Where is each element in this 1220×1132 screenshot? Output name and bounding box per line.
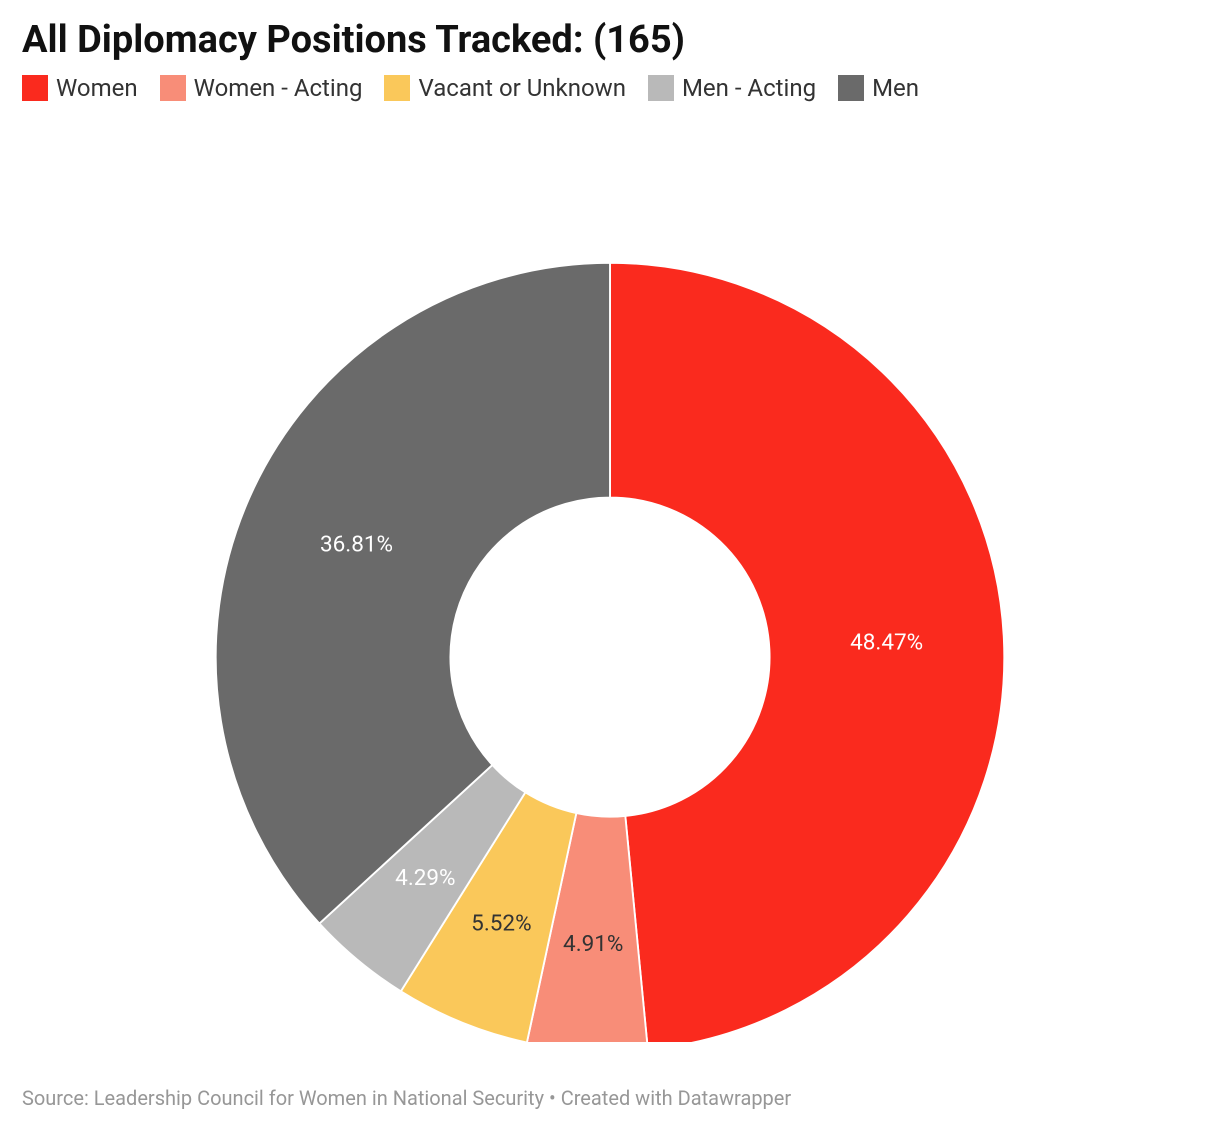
chart-area: 48.47% 4.91% 5.52% 4.29% 36.81% [22,122,1198,1042]
legend-swatch [22,75,48,101]
legend-item: Men - Acting [648,74,816,102]
legend: Women Women - Acting Vacant or Unknown Men … [22,74,1198,102]
slice-label: 48.47% [850,628,923,655]
donut-slice [610,262,1004,1041]
source-line: Source: Leadership Council for Women in … [22,1086,791,1110]
legend-label: Men - Acting [682,74,816,102]
slice-label: 4.29% [395,864,455,891]
legend-swatch [160,75,186,101]
legend-swatch [384,75,410,101]
legend-label: Vacant or Unknown [418,74,625,102]
legend-label: Men [872,74,919,102]
legend-item: Vacant or Unknown [384,74,625,102]
donut-chart: 48.47% 4.91% 5.52% 4.29% 36.81% [22,122,1198,1042]
slice-label: 5.52% [471,909,531,936]
legend-label: Women [56,74,138,102]
page: All Diplomacy Positions Tracked: (165) W… [0,0,1220,1132]
slice-label: 36.81% [320,530,393,557]
legend-item: Women - Acting [160,74,363,102]
legend-item: Women [22,74,138,102]
legend-item: Men [838,74,919,102]
chart-title: All Diplomacy Positions Tracked: (165) [22,18,1198,64]
slice-label: 4.91% [563,930,623,957]
legend-swatch [838,75,864,101]
legend-swatch [648,75,674,101]
legend-label: Women - Acting [194,74,363,102]
